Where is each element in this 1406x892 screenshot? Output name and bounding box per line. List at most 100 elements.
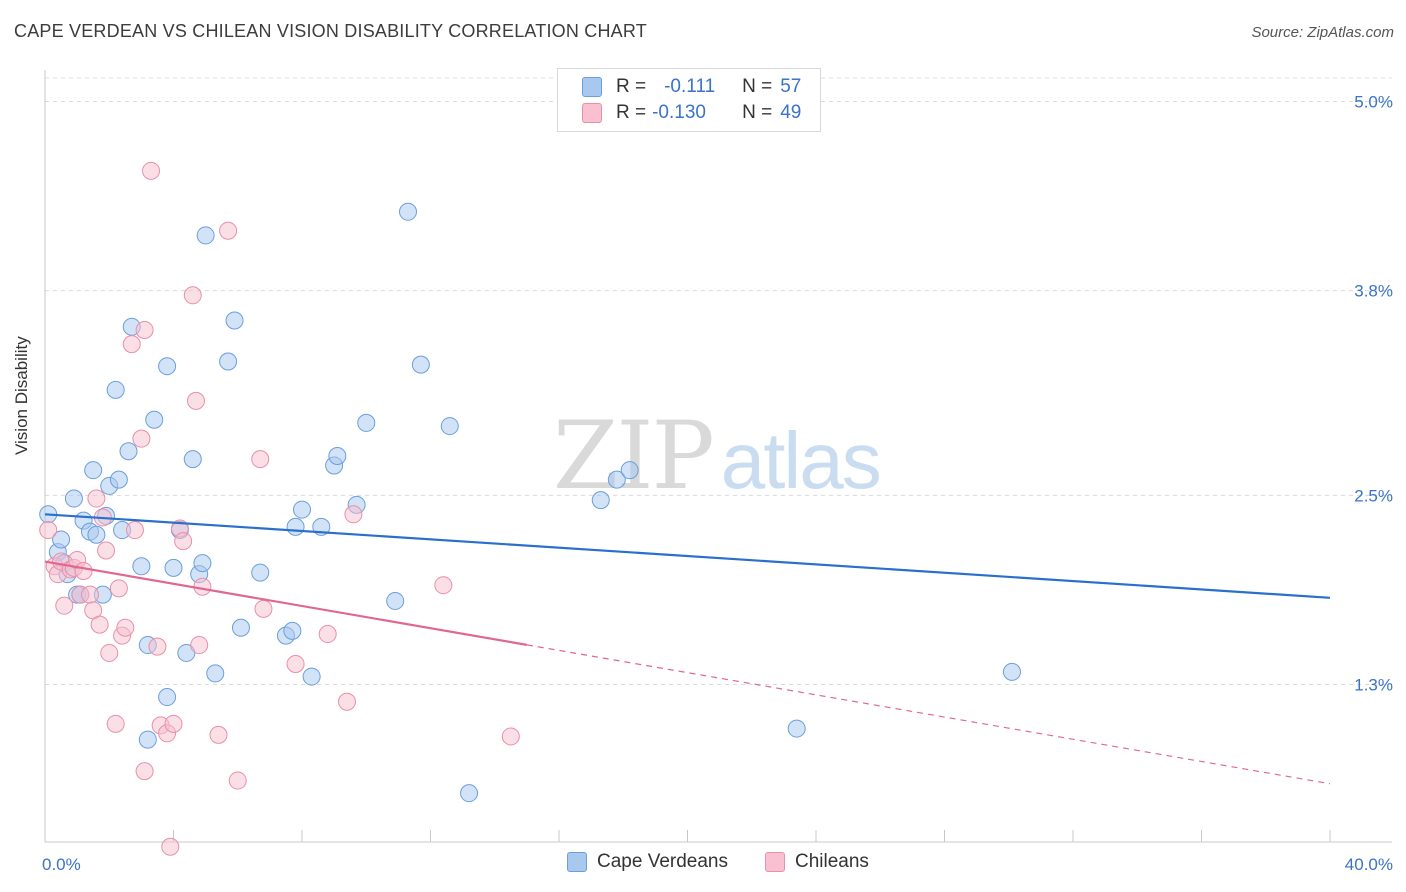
- point-chileans: [286, 654, 305, 673]
- point-chileans: [109, 579, 128, 598]
- point-chileans: [434, 576, 453, 595]
- point-cape-verdeans: [1002, 662, 1021, 681]
- y-tick-label: 3.8%: [1354, 282, 1393, 301]
- x-tick-label: 0.0%: [42, 855, 81, 874]
- point-chileans: [318, 625, 337, 644]
- point-chileans: [186, 391, 205, 410]
- point-cape-verdeans: [193, 554, 212, 573]
- legend-r-label: R =: [616, 76, 647, 97]
- point-cape-verdeans: [283, 621, 302, 640]
- y-axis-label: Vision Disability: [12, 336, 31, 455]
- stats-legend: R = -0.111 N = 57 R = -0.130 N = 49: [557, 68, 821, 132]
- point-chileans: [132, 429, 151, 448]
- point-cape-verdeans: [231, 618, 250, 637]
- point-cape-verdeans: [183, 450, 202, 469]
- point-cape-verdeans: [64, 489, 83, 508]
- point-chileans: [135, 762, 154, 781]
- point-chileans: [219, 221, 238, 240]
- point-chileans: [344, 505, 363, 524]
- point-chileans: [39, 521, 58, 540]
- point-chileans: [97, 541, 116, 560]
- point-cape-verdeans: [411, 355, 430, 374]
- point-chileans: [142, 161, 161, 180]
- bottom-legend-cape-verdeans: Cape Verdeans: [567, 851, 728, 873]
- point-cape-verdeans: [225, 311, 244, 330]
- point-chileans: [190, 636, 209, 655]
- point-cape-verdeans: [119, 442, 138, 461]
- point-chileans: [116, 618, 135, 637]
- point-chileans: [209, 725, 228, 744]
- point-cape-verdeans: [787, 719, 806, 738]
- bottom-legend-chileans: Chileans: [765, 851, 869, 873]
- bottom-legend-label-cape-verdeans: Cape Verdeans: [597, 851, 728, 872]
- point-cape-verdeans: [109, 470, 128, 489]
- point-cape-verdeans: [158, 688, 177, 707]
- point-cape-verdeans: [219, 352, 238, 371]
- point-cape-verdeans: [138, 730, 157, 749]
- watermark-zip: ZIP: [553, 402, 715, 511]
- point-chileans: [80, 585, 99, 604]
- legend-n-value: 49: [780, 102, 802, 123]
- point-chileans: [74, 562, 93, 581]
- point-chileans: [164, 714, 183, 733]
- point-chileans: [183, 286, 202, 305]
- point-cape-verdeans: [196, 226, 215, 245]
- point-chileans: [122, 335, 141, 354]
- legend-r-value: -0.130: [652, 102, 706, 123]
- point-cape-verdeans: [386, 591, 405, 610]
- point-cape-verdeans: [106, 380, 125, 399]
- point-cape-verdeans: [206, 664, 225, 683]
- point-chileans: [161, 837, 180, 856]
- point-cape-verdeans: [302, 667, 321, 686]
- y-tick-label: 5.0%: [1354, 93, 1393, 112]
- point-cape-verdeans: [620, 461, 639, 480]
- point-cape-verdeans: [328, 447, 347, 465]
- point-cape-verdeans: [460, 784, 479, 803]
- point-chileans: [174, 532, 193, 551]
- trend-line-extension-chileans: [526, 644, 1331, 785]
- point-cape-verdeans: [286, 517, 305, 536]
- point-cape-verdeans: [52, 530, 71, 549]
- point-chileans: [125, 521, 144, 540]
- x-tick-label: 40.0%: [1345, 855, 1393, 874]
- point-chileans: [135, 320, 154, 339]
- point-cape-verdeans: [158, 357, 177, 376]
- point-cape-verdeans: [607, 470, 626, 489]
- point-cape-verdeans: [293, 500, 311, 519]
- point-cape-verdeans: [87, 525, 106, 544]
- point-chileans: [87, 489, 106, 508]
- legend-swatch-chileans: [582, 103, 602, 123]
- legend-r-label: R =: [616, 102, 647, 123]
- point-chileans: [100, 643, 119, 662]
- point-chileans: [106, 714, 125, 733]
- legend-row-chileans: R = -0.130 N = 49: [582, 101, 801, 125]
- y-tick-label: 1.3%: [1354, 675, 1393, 694]
- point-chileans: [55, 596, 74, 615]
- point-cape-verdeans: [399, 202, 418, 221]
- point-cape-verdeans: [132, 557, 151, 576]
- watermark: ZIP atlas: [553, 402, 882, 511]
- point-chileans: [148, 637, 167, 656]
- y-tick-label: 2.5%: [1354, 486, 1393, 505]
- point-cape-verdeans: [145, 410, 164, 429]
- point-chileans: [337, 692, 356, 711]
- legend-n-value: 57: [780, 76, 802, 97]
- legend-n-label: N =: [742, 102, 773, 123]
- legend-n-label: N =: [742, 76, 773, 97]
- bottom-legend-swatch-cape-verdeans: [567, 852, 587, 872]
- watermark-atlas: atlas: [720, 416, 882, 505]
- point-chileans: [90, 615, 109, 634]
- point-chileans: [254, 599, 273, 618]
- point-cape-verdeans: [357, 413, 376, 432]
- point-chileans: [228, 771, 247, 790]
- legend-r-value: -0.111: [664, 76, 716, 97]
- point-chileans: [501, 727, 520, 746]
- trend-line-cape-verdeans: [44, 513, 1331, 599]
- legend-row-cape-verdeans: R = -0.111 N = 57: [582, 75, 801, 99]
- trend-line-chileans: [44, 560, 528, 646]
- point-cape-verdeans: [84, 461, 103, 480]
- bottom-legend-label-chileans: Chileans: [795, 851, 869, 872]
- point-cape-verdeans: [251, 563, 270, 582]
- legend-swatch-cape-verdeans: [582, 77, 602, 97]
